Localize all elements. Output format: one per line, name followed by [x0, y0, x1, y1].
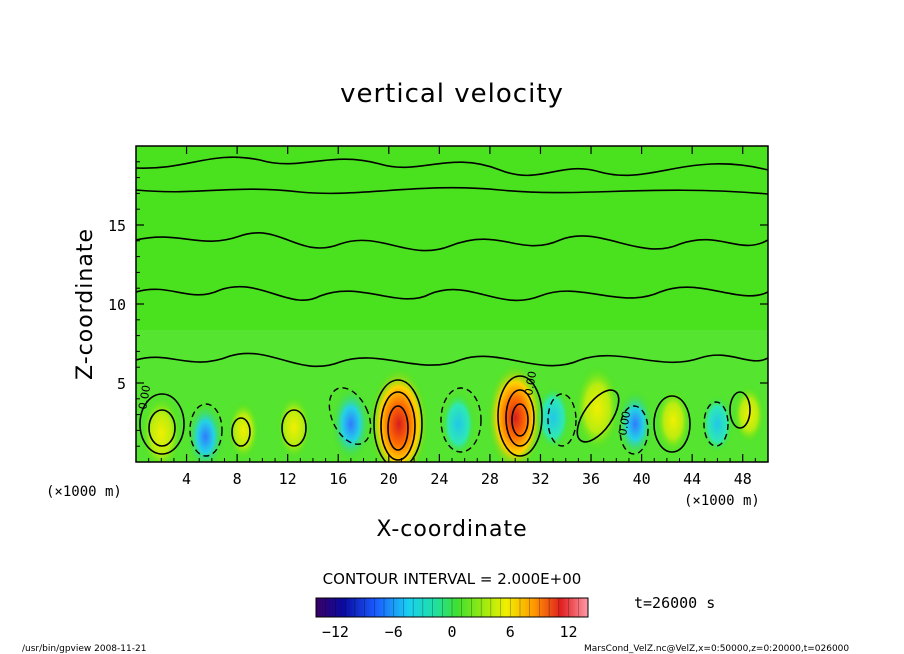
heatmap-cell [616, 389, 654, 459]
contour-label: 0.00 [522, 370, 539, 396]
heatmap-cell [277, 395, 311, 460]
contour-rings [139, 375, 751, 462]
x-tick-label: 24 [430, 470, 448, 488]
x-tick-label: 32 [531, 470, 549, 488]
x-axis: 4 8 12 16 20 24 28 32 36 40 44 48 [148, 146, 756, 488]
heatmap-cell [574, 365, 620, 452]
heatmap-cell [141, 395, 182, 462]
x-tick-label: 20 [380, 470, 398, 488]
heatmap-cell [227, 401, 260, 460]
y-tick-label: 15 [108, 217, 126, 235]
x-unit-left: (×1000 m) [46, 484, 122, 500]
x-tick-label: 8 [233, 470, 242, 488]
x-tick-label: 4 [182, 470, 191, 488]
heatmap-cells [141, 363, 765, 462]
time-label: t=26000 s [634, 594, 715, 612]
x-tick-label: 40 [633, 470, 651, 488]
x-unit-right: (×1000 m) [684, 493, 760, 509]
y-tick-label: 5 [117, 375, 126, 393]
heatmap-cell [441, 392, 476, 457]
x-tick-label: 16 [329, 470, 347, 488]
contour-label: 0.00 [616, 410, 633, 436]
x-tick-label: 28 [481, 470, 499, 488]
heatmap-cell [187, 401, 224, 462]
colorbar-tick-label: 0 [447, 623, 456, 641]
y-tick-label: 10 [108, 296, 126, 314]
footer-right: MarsCond_VelZ.nc@VelZ,x=0:50000,z=0:2000… [584, 644, 849, 654]
contour-label: 0.00 [136, 384, 153, 410]
x-tick-label: 44 [683, 470, 701, 488]
heatmap-cell [656, 388, 691, 453]
heatmap-cell [536, 385, 571, 450]
footer-left: /usr/bin/gpview 2008-11-21 [22, 644, 146, 654]
x-tick-label: 12 [279, 470, 297, 488]
y-axis-label: Z-coordinate [73, 228, 98, 380]
colorbar-tick-label: −12 [322, 623, 349, 641]
x-tick-label: 36 [582, 470, 600, 488]
colorbar-tick-label: 12 [560, 623, 578, 641]
contour-dashed [189, 387, 729, 457]
x-tick-label: 48 [734, 470, 752, 488]
colorbar-tick-label: 6 [506, 623, 515, 641]
colorbar-tick-label: −6 [385, 623, 403, 641]
heatmap-cell [331, 386, 371, 462]
x-axis-label: X-coordinate [376, 517, 527, 542]
y-axis: 5 10 15 [108, 161, 768, 447]
colorbar-ticks: −12 −6 0 6 12 [322, 598, 579, 641]
heatmap-cell [369, 366, 429, 462]
chart-title: vertical velocity [340, 79, 564, 109]
contour-interval: CONTOUR INTERVAL = 2.000E+00 [323, 570, 582, 588]
contour-lines [136, 156, 768, 368]
